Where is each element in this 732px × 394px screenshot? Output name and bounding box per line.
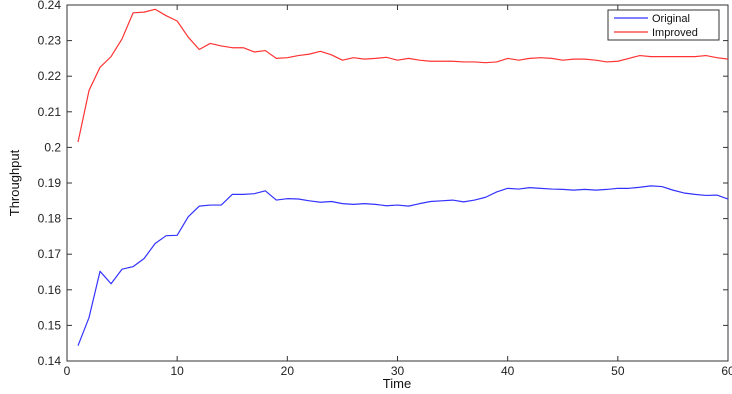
series-line-improved (77, 8, 729, 143)
y-tick-label: 0.18 (38, 212, 62, 226)
y-tick-label: 0.21 (38, 105, 62, 119)
series-line-original (77, 185, 729, 346)
y-tick-label: 0.22 (38, 69, 62, 83)
x-axis-ticks: 0 10 20 30 40 50 60 (64, 5, 732, 378)
y-tick-label: 0.19 (38, 176, 62, 190)
y-tick-label: 0.16 (38, 283, 62, 297)
y-tick-label: 0.17 (38, 247, 62, 261)
x-tick-label: 20 (281, 364, 295, 378)
x-axis-title: Time (383, 376, 411, 391)
y-axis-ticks: 0.14 0.15 0.16 0.17 0.18 0.19 0.2 0.21 0.22 0.23 0… (38, 0, 728, 368)
x-tick-label: 60 (721, 364, 732, 378)
legend-label-original: Original (652, 13, 690, 25)
series-layer (77, 8, 729, 346)
y-tick-label: 0.23 (38, 34, 62, 48)
legend: Original Improved (607, 9, 720, 41)
legend-label-improved: Improved (652, 27, 698, 39)
y-tick-label: 0.24 (38, 0, 62, 12)
y-tick-label: 0.15 (38, 318, 62, 332)
x-tick-label: 0 (64, 364, 71, 378)
y-axis-title: Throughput (7, 149, 22, 216)
x-tick-label: 40 (501, 364, 515, 378)
legend-box (607, 9, 720, 41)
y-tick-label: 0.14 (38, 354, 62, 368)
x-tick-label: 30 (391, 364, 405, 378)
plot-area (66, 4, 729, 362)
y-tick-label: 0.2 (44, 140, 61, 154)
x-tick-label: 10 (170, 364, 184, 378)
x-tick-label: 50 (611, 364, 625, 378)
